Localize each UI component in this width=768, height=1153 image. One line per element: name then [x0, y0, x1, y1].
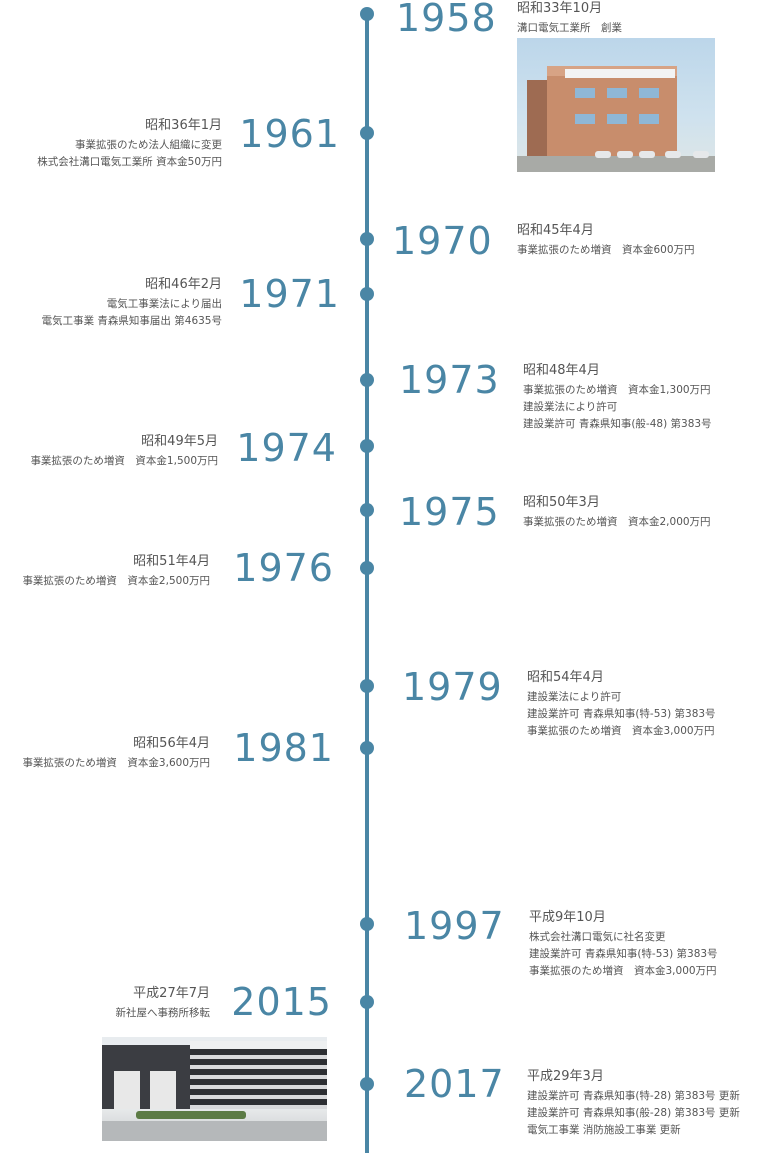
- event-description-line: 株式会社溝口電気工業所 資本金50万円: [37, 156, 222, 168]
- event-description-line: 建設業法により許可: [527, 691, 622, 703]
- event-date: 昭和56年4月: [133, 736, 210, 751]
- old-office-building-photo: [517, 38, 715, 172]
- event-details-1981: 昭和56年4月事業拡張のため増資 資本金3,600万円: [22, 735, 210, 772]
- event-description-line: 建設業許可 青森県知事(般-48) 第383号: [523, 418, 712, 430]
- event-date: 平成27年7月: [133, 986, 210, 1001]
- year-label-1997: 1997: [404, 904, 505, 948]
- event-date: 昭和50年3月: [523, 495, 600, 510]
- event-description-line: 溝口電気工業所 創業: [517, 22, 622, 34]
- event-description-line: 建設業法により許可: [523, 401, 618, 413]
- event-description-line: 事業拡張のため法人組織に変更: [75, 139, 222, 151]
- timeline-dot-1970: [360, 232, 374, 246]
- timeline-dot-1997: [360, 917, 374, 931]
- timeline-dot-1974: [360, 439, 374, 453]
- event-description-line: 電気工事業 消防施設工事業 更新: [527, 1124, 681, 1136]
- year-label-1976: 1976: [233, 546, 334, 590]
- timeline-dot-2015: [360, 995, 374, 1009]
- event-description-line: 事業拡張のため増資 資本金1,300万円: [523, 384, 711, 396]
- event-description-line: 事業拡張のため増資 資本金3,000万円: [529, 965, 717, 977]
- year-label-1958: 1958: [396, 0, 497, 40]
- event-details-1970: 昭和45年4月事業拡張のため増資 資本金600万円: [517, 222, 695, 259]
- timeline-dot-1973: [360, 373, 374, 387]
- year-label-1970: 1970: [392, 219, 493, 263]
- year-label-1981: 1981: [233, 726, 334, 770]
- event-date: 平成9年10月: [529, 910, 606, 925]
- event-details-1958: 昭和33年10月溝口電気工業所 創業: [517, 0, 622, 37]
- year-label-1961: 1961: [239, 112, 340, 156]
- event-date: 昭和46年2月: [145, 277, 222, 292]
- event-description-line: 建設業許可 青森県知事(特-28) 第383号 更新: [527, 1090, 740, 1102]
- timeline-dot-1971: [360, 287, 374, 301]
- event-details-1997: 平成9年10月株式会社溝口電気に社名変更建設業許可 青森県知事(特-53) 第3…: [529, 909, 718, 980]
- year-label-1973: 1973: [399, 358, 500, 402]
- event-details-1961: 昭和36年1月事業拡張のため法人組織に変更株式会社溝口電気工業所 資本金50万円: [37, 117, 222, 171]
- event-details-1979: 昭和54年4月建設業法により許可建設業許可 青森県知事(特-53) 第383号事…: [527, 669, 716, 740]
- event-date: 昭和49年5月: [141, 434, 218, 449]
- event-date: 昭和48年4月: [523, 363, 600, 378]
- event-description-line: 事業拡張のため増資 資本金2,000万円: [523, 516, 711, 528]
- new-office-building-photo: [102, 1037, 327, 1141]
- year-label-1979: 1979: [402, 665, 503, 709]
- event-details-1976: 昭和51年4月事業拡張のため増資 資本金2,500万円: [22, 553, 210, 590]
- timeline-dot-1961: [360, 126, 374, 140]
- event-description-line: 事業拡張のため増資 資本金3,000万円: [527, 725, 715, 737]
- event-date: 昭和45年4月: [517, 223, 594, 238]
- event-description-line: 新社屋へ事務所移転: [115, 1007, 211, 1019]
- event-date: 昭和54年4月: [527, 670, 604, 685]
- timeline-dot-1976: [360, 561, 374, 575]
- event-details-1971: 昭和46年2月電気工事業法により届出電気工事業 青森県知事届出 第4635号: [42, 276, 222, 330]
- event-details-2017: 平成29年3月建設業許可 青森県知事(特-28) 第383号 更新 建設業許可 青…: [527, 1068, 740, 1139]
- event-description-line: 事業拡張のため増資 資本金3,600万円: [22, 757, 210, 769]
- event-description-line: 事業拡張のため増資 資本金1,500万円: [30, 455, 218, 467]
- event-description-line: 事業拡張のため増資 資本金2,500万円: [22, 575, 210, 587]
- year-label-1971: 1971: [239, 272, 340, 316]
- event-date: 昭和51年4月: [133, 554, 210, 569]
- event-details-1973: 昭和48年4月事業拡張のため増資 資本金1,300万円 建設業法により許可建設業許…: [523, 362, 712, 433]
- year-label-1975: 1975: [399, 490, 500, 534]
- event-description-line: 株式会社溝口電気に社名変更: [529, 931, 666, 943]
- year-label-2015: 2015: [231, 980, 332, 1024]
- event-date: 昭和36年1月: [145, 118, 222, 133]
- event-description-line: 建設業許可 青森県知事(特-53) 第383号: [529, 948, 718, 960]
- timeline-dot-1958: [360, 7, 374, 21]
- timeline-axis: [365, 10, 369, 1153]
- event-description-line: 事業拡張のため増資 資本金600万円: [517, 244, 695, 256]
- event-details-1975: 昭和50年3月事業拡張のため増資 資本金2,000万円: [523, 494, 711, 531]
- event-details-1974: 昭和49年5月事業拡張のため増資 資本金1,500万円: [30, 433, 218, 470]
- timeline-dot-1979: [360, 679, 374, 693]
- event-date: 平成29年3月: [527, 1069, 604, 1084]
- timeline-dot-1981: [360, 741, 374, 755]
- year-label-1974: 1974: [236, 426, 337, 470]
- event-date: 昭和33年10月: [517, 1, 603, 16]
- timeline-dot-1975: [360, 503, 374, 517]
- timeline-dot-2017: [360, 1077, 374, 1091]
- event-description-line: 電気工事業 青森県知事届出 第4635号: [41, 315, 222, 327]
- year-label-2017: 2017: [404, 1062, 505, 1106]
- event-description-line: 建設業許可 青森県知事(般-28) 第383号 更新: [527, 1107, 740, 1119]
- event-details-2015: 平成27年7月新社屋へ事務所移転: [116, 985, 211, 1022]
- event-description-line: 建設業許可 青森県知事(特-53) 第383号: [527, 708, 716, 720]
- event-description-line: 電気工事業法により届出: [106, 298, 222, 310]
